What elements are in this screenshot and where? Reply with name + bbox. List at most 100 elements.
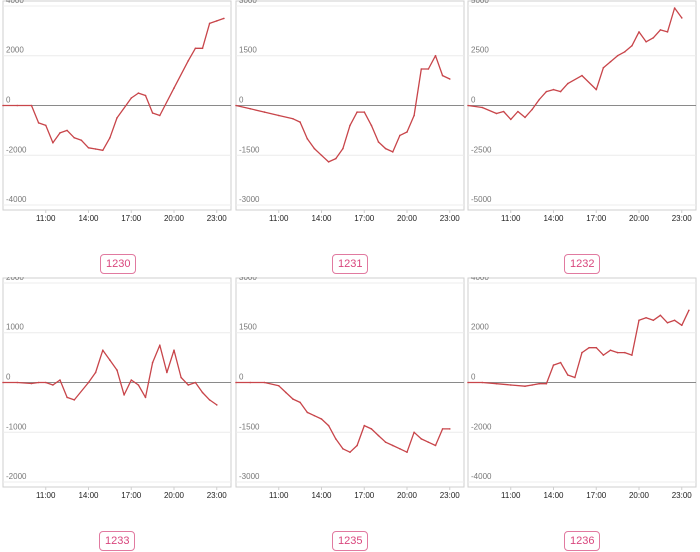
data-point	[116, 117, 118, 119]
y-tick-label: 1500	[239, 46, 257, 55]
data-point	[102, 149, 104, 152]
data-point	[517, 110, 519, 113]
line-chart-1231: -3000 -1500 0 1500 3000 11:00 14:00 17:00 20:00 2…	[235, 0, 465, 223]
data-point	[377, 434, 380, 437]
data-point	[609, 60, 612, 63]
data-point	[151, 361, 154, 364]
data-point	[574, 376, 576, 379]
data-point	[37, 381, 40, 384]
data-point	[313, 414, 316, 417]
data-point	[144, 396, 147, 399]
data-point	[151, 112, 154, 114]
y-tick-label: -2000	[471, 422, 492, 431]
data-point	[666, 322, 669, 324]
chart-panel-1232: -5000 -2500 0 2500 5000 11:00 14:00 17:00 20:00 2…	[467, 0, 697, 274]
data-point	[320, 154, 323, 157]
data-point	[652, 37, 655, 39]
x-tick-label: 17:00	[586, 491, 607, 500]
data-point	[87, 381, 90, 384]
data-point	[370, 428, 373, 430]
y-tick-label: 4000	[471, 277, 489, 282]
chart-title-badge[interactable]: 1236	[564, 531, 601, 551]
data-point	[449, 78, 451, 80]
chart-title-badge[interactable]: 1230	[100, 254, 137, 274]
chart-title-badge[interactable]: 1235	[332, 531, 369, 551]
chart-panel-1236: -4000 -2000 0 2000 4000 11:00 14:00 17:00 20:00 2…	[467, 277, 697, 551]
y-tick-label: 5000	[471, 0, 489, 5]
x-tick-label: 20:00	[397, 491, 418, 500]
y-tick-label: 2000	[471, 323, 489, 332]
data-point	[166, 371, 168, 374]
data-point	[616, 54, 619, 57]
data-point	[342, 448, 344, 450]
data-point	[531, 384, 533, 386]
data-point	[467, 104, 469, 107]
data-point	[502, 110, 505, 113]
data-point	[299, 121, 301, 123]
y-tick-label: 0	[6, 373, 11, 382]
data-point	[292, 398, 294, 400]
data-point	[510, 384, 512, 386]
y-tick-label: -1500	[239, 422, 260, 431]
chart-title-badge[interactable]: 1232	[564, 254, 601, 274]
data-point	[2, 381, 4, 384]
data-point	[545, 382, 548, 385]
data-point	[349, 451, 351, 453]
data-point	[652, 319, 655, 322]
chart-panel-1230: -4000 -2000 0 2000 4000 11:00 14:00 17:00 20:00 2…	[2, 0, 232, 274]
y-tick-label: -3000	[239, 472, 260, 481]
data-point	[363, 424, 366, 427]
data-point	[510, 118, 512, 121]
data-point	[194, 381, 197, 384]
x-tick-label: 20:00	[164, 491, 185, 500]
data-point	[235, 104, 237, 107]
data-point	[559, 90, 562, 93]
data-point	[306, 137, 309, 140]
y-tick-label: -1000	[6, 422, 27, 431]
data-point	[616, 351, 619, 354]
y-tick-label: 0	[239, 96, 244, 105]
data-point	[30, 104, 33, 107]
line-chart-1232: -5000 -2500 0 2500 5000 11:00 14:00 17:00 20:00 2…	[467, 0, 697, 223]
y-tick-label: -3000	[239, 195, 260, 204]
data-point	[173, 87, 175, 89]
data-point	[208, 399, 211, 401]
data-point	[52, 384, 54, 386]
x-tick-label: 11:00	[501, 214, 521, 223]
data-point	[94, 148, 97, 150]
chart-panel-1235: -3000 -1500 0 1500 3000 11:00 14:00 17:00 20:00 2…	[235, 277, 465, 551]
y-tick-label: 2000	[6, 277, 24, 282]
data-point	[581, 74, 583, 77]
data-point	[559, 361, 562, 364]
x-tick-label: 11:00	[269, 214, 289, 223]
x-tick-label: 23:00	[207, 214, 228, 223]
data-point	[538, 98, 541, 101]
data-point	[377, 141, 380, 143]
data-point	[249, 108, 252, 110]
data-point	[356, 444, 358, 447]
x-tick-label: 23:00	[672, 491, 693, 500]
data-point	[441, 74, 444, 77]
chart-title-badge[interactable]: 1233	[99, 531, 136, 551]
y-tick-label: 3000	[239, 0, 257, 5]
chart-title-badge[interactable]: 1231	[332, 254, 369, 274]
data-point	[159, 114, 161, 117]
data-point	[292, 118, 294, 120]
data-point	[602, 354, 605, 356]
y-tick-label: -1500	[239, 145, 260, 154]
data-point	[392, 151, 394, 153]
x-tick-label: 17:00	[121, 214, 142, 223]
data-point	[278, 385, 280, 387]
data-point	[427, 68, 430, 70]
data-point	[420, 438, 423, 440]
data-point	[45, 381, 47, 384]
y-tick-label: -2000	[6, 145, 27, 154]
data-point	[208, 22, 211, 25]
x-tick-label: 23:00	[440, 491, 461, 500]
data-point	[602, 66, 605, 69]
data-point	[335, 157, 337, 160]
data-point	[434, 54, 437, 57]
data-point	[481, 106, 484, 109]
data-point	[73, 137, 76, 139]
data-point	[406, 131, 408, 133]
